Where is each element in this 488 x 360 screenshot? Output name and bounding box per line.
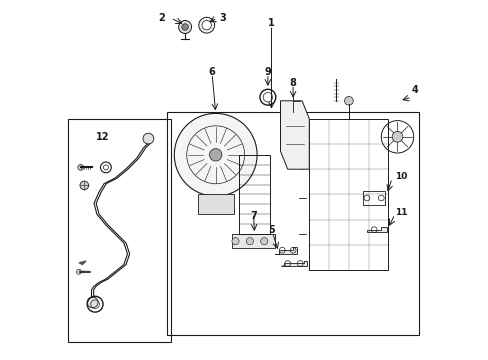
Circle shape (80, 181, 88, 190)
Bar (363, 191, 384, 205)
Text: 7: 7 (250, 211, 256, 221)
Text: 5: 5 (267, 225, 274, 235)
Circle shape (178, 21, 191, 33)
Circle shape (391, 131, 402, 142)
Circle shape (76, 269, 81, 274)
Circle shape (182, 24, 188, 30)
Bar (239, 155, 269, 234)
Circle shape (231, 238, 239, 245)
Bar (167, 112, 418, 335)
Polygon shape (280, 261, 307, 266)
Bar (231, 234, 275, 248)
Text: 9: 9 (264, 67, 271, 77)
Circle shape (142, 133, 153, 144)
Circle shape (344, 96, 352, 105)
Circle shape (87, 297, 98, 308)
Circle shape (174, 113, 257, 196)
Text: 6: 6 (208, 67, 215, 77)
Polygon shape (280, 101, 309, 169)
Circle shape (246, 238, 253, 245)
Text: 4: 4 (411, 85, 418, 95)
Bar (68, 119, 170, 342)
Bar (197, 194, 233, 214)
Text: 12: 12 (95, 132, 109, 142)
Polygon shape (79, 261, 86, 265)
Text: 1: 1 (267, 18, 274, 28)
Circle shape (209, 149, 222, 161)
Text: 2: 2 (158, 13, 165, 23)
Polygon shape (275, 247, 296, 254)
Text: 10: 10 (394, 172, 407, 181)
Polygon shape (366, 227, 386, 232)
Circle shape (78, 165, 83, 170)
Text: 11: 11 (394, 208, 407, 217)
Text: 3: 3 (219, 13, 226, 23)
Bar (309, 119, 387, 270)
Circle shape (260, 238, 267, 245)
Text: 8: 8 (289, 78, 296, 88)
